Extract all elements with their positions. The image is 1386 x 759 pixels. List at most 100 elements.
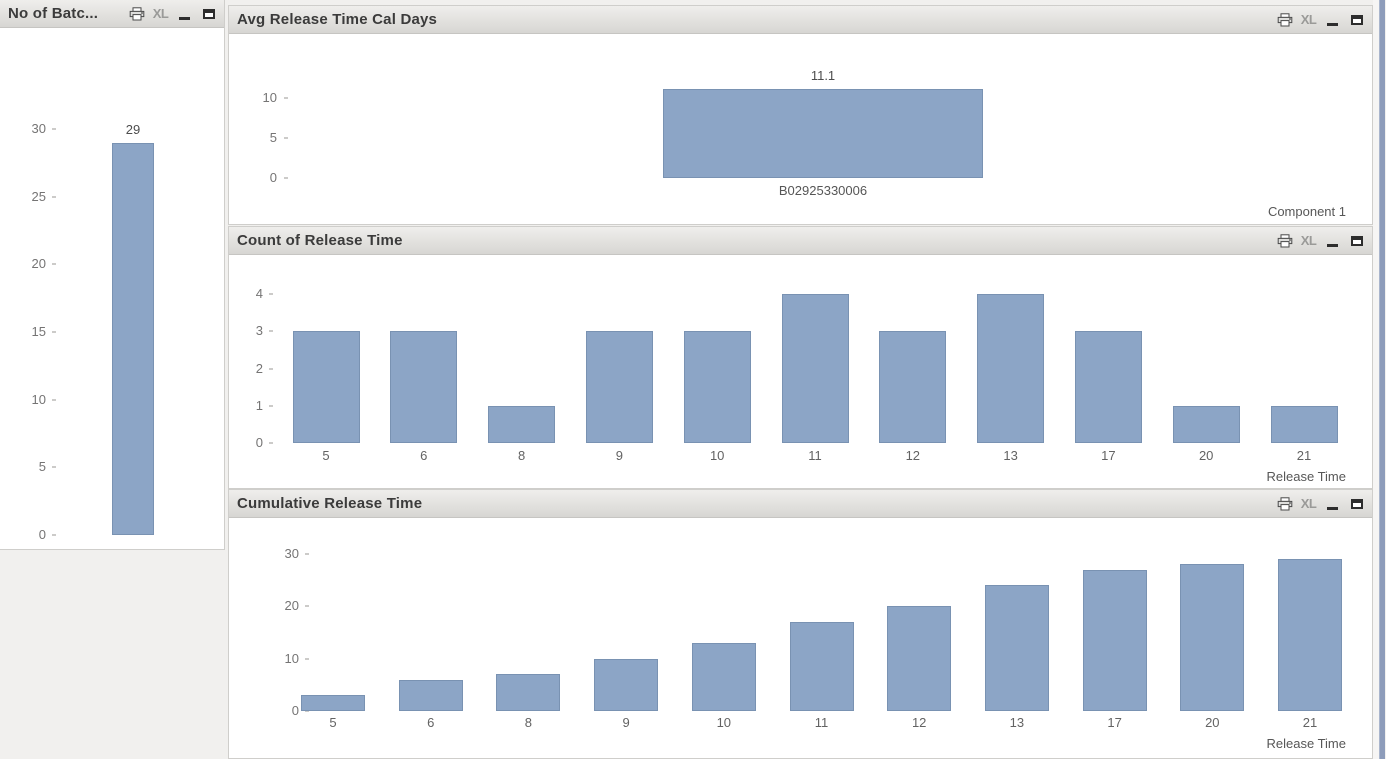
- panel-title: Cumulative Release Time: [237, 495, 423, 512]
- y-axis-tick: [52, 195, 56, 198]
- x-axis-tick-label: 13: [1009, 715, 1025, 730]
- y-axis-tick: [269, 367, 273, 370]
- bar[interactable]: [691, 642, 756, 711]
- bar[interactable]: [1270, 405, 1338, 443]
- bar[interactable]: [1180, 564, 1245, 711]
- x-axis-tick-label: 10: [716, 715, 732, 730]
- maximize-icon[interactable]: [1347, 495, 1366, 513]
- xl-export-icon[interactable]: XL: [1300, 496, 1317, 511]
- y-axis-tick-label: 0: [255, 435, 263, 450]
- panel-caption[interactable]: Cumulative Release Time XL: [229, 490, 1372, 518]
- x-axis-tick-label: 13: [1003, 448, 1018, 463]
- panel-title: Avg Release Time Cal Days: [237, 11, 438, 28]
- bar[interactable]: [488, 405, 556, 443]
- bar[interactable]: [112, 142, 154, 535]
- y-axis-tick-label: 25: [31, 188, 46, 204]
- x-axis-title: Release Time: [1266, 469, 1346, 484]
- x-axis-tick-label: 20: [1198, 448, 1214, 463]
- bar[interactable]: [683, 331, 751, 443]
- bar[interactable]: [594, 658, 659, 711]
- bar[interactable]: [663, 89, 983, 178]
- bar-chart-no-of-batches: 0 5 10 15 20 25 30 29: [0, 28, 224, 549]
- x-axis-tick-label: 6: [420, 448, 428, 463]
- bar[interactable]: [496, 674, 561, 711]
- y-axis-tick-label: 20: [31, 256, 46, 272]
- minimize-icon[interactable]: [175, 5, 194, 23]
- minimize-icon[interactable]: [1323, 232, 1342, 250]
- bar-chart-cumulative-release-time: 0 10 20 30 5 6 8 9 10 11 12 13 17 20 21 Release Time: [229, 518, 1372, 758]
- y-axis-tick: [305, 710, 309, 712]
- bar[interactable]: [977, 294, 1045, 443]
- x-axis-tick-label: 9: [615, 448, 623, 463]
- panel-caption[interactable]: Avg Release Time Cal Days XL: [229, 6, 1372, 34]
- bar[interactable]: [390, 331, 458, 443]
- printer-icon[interactable]: [1275, 495, 1294, 513]
- bar-value-label: 11.1: [810, 68, 836, 84]
- xl-export-icon[interactable]: XL: [152, 6, 169, 21]
- y-axis-tick-label: 0: [291, 703, 299, 718]
- y-axis-tick: [284, 177, 288, 179]
- bar[interactable]: [879, 331, 947, 443]
- caption-icon-row: XL: [127, 5, 218, 23]
- panel-avg-release-time: Avg Release Time Cal Days XL 0 5 10 11.1 B02…: [228, 5, 1373, 225]
- bar[interactable]: [789, 622, 854, 711]
- x-axis-tick-label: 12: [905, 448, 921, 463]
- x-axis-tick-label: 17: [1107, 715, 1122, 730]
- panel-body: 0 10 20 30 5 6 8 9 10 11 12 13 17 20 21 Release Time: [229, 518, 1372, 758]
- panel-body: 0 1 2 3 4 5 6 8 9 10 11 12 13 17 20 21 Release Time: [229, 255, 1372, 488]
- y-axis-tick: [52, 263, 56, 266]
- y-axis-tick: [284, 137, 288, 139]
- minimize-icon[interactable]: [1323, 495, 1342, 513]
- bar[interactable]: [398, 679, 463, 711]
- panel-body: 0 5 10 15 20 25 30 29: [0, 28, 224, 549]
- y-axis-tick-label: 10: [31, 391, 46, 407]
- bar-category-label: B02925330006: [778, 183, 868, 198]
- panel-title: Count of Release Time: [237, 232, 403, 249]
- y-axis-tick-label: 15: [31, 324, 46, 339]
- panel-caption[interactable]: Count of Release Time XL: [229, 227, 1372, 255]
- y-axis-tick: [284, 97, 288, 99]
- y-axis-tick: [269, 442, 273, 444]
- bar[interactable]: [1172, 405, 1240, 443]
- maximize-icon[interactable]: [199, 5, 218, 23]
- y-axis-tick-label: 30: [31, 121, 46, 136]
- x-axis-tick-label: 11: [814, 715, 829, 730]
- bar[interactable]: [1074, 331, 1142, 443]
- y-axis-tick-label: 20: [284, 598, 299, 614]
- xl-export-icon[interactable]: XL: [1300, 12, 1317, 27]
- bar[interactable]: [1082, 569, 1147, 711]
- minimize-icon[interactable]: [1323, 11, 1342, 29]
- bar[interactable]: [887, 606, 952, 711]
- caption-icon-row: XL: [1275, 495, 1366, 513]
- bar[interactable]: [1278, 559, 1342, 711]
- x-axis-tick-label: 11: [808, 448, 822, 463]
- caption-icon-row: XL: [1275, 11, 1366, 29]
- bar[interactable]: [781, 294, 849, 443]
- dimension-label: Component 1: [1267, 204, 1346, 219]
- panel-margin-column: [1373, 0, 1379, 759]
- panel-body: 0 5 10 11.1 B02925330006 Component 1: [229, 34, 1372, 224]
- x-axis-tick-label: 12: [911, 715, 927, 730]
- bar[interactable]: [301, 695, 365, 711]
- xl-export-icon[interactable]: XL: [1300, 233, 1317, 248]
- y-axis-tick-label: 10: [262, 90, 277, 105]
- x-axis-tick-label: 21: [1302, 715, 1318, 730]
- printer-icon[interactable]: [1275, 11, 1294, 29]
- y-axis-tick: [305, 553, 309, 555]
- printer-icon[interactable]: [1275, 232, 1294, 250]
- panel-caption[interactable]: No of Batc... XL: [0, 0, 224, 28]
- bar[interactable]: [585, 331, 653, 443]
- x-axis-tick-label: 6: [427, 715, 435, 730]
- y-axis-tick-label: 0: [269, 170, 277, 185]
- panel-cumulative-release-time: Cumulative Release Time XL 0 10 20 30 5 6 8 9 10…: [228, 489, 1373, 759]
- maximize-icon[interactable]: [1347, 232, 1366, 250]
- bar[interactable]: [984, 585, 1049, 711]
- printer-icon[interactable]: [127, 5, 146, 23]
- y-axis-tick: [305, 657, 309, 660]
- bar-value-label: 29: [125, 121, 141, 137]
- x-axis-tick-label: 5: [322, 448, 330, 463]
- bar[interactable]: [292, 331, 360, 443]
- maximize-icon[interactable]: [1347, 11, 1366, 29]
- y-axis-tick-label: 2: [255, 360, 263, 376]
